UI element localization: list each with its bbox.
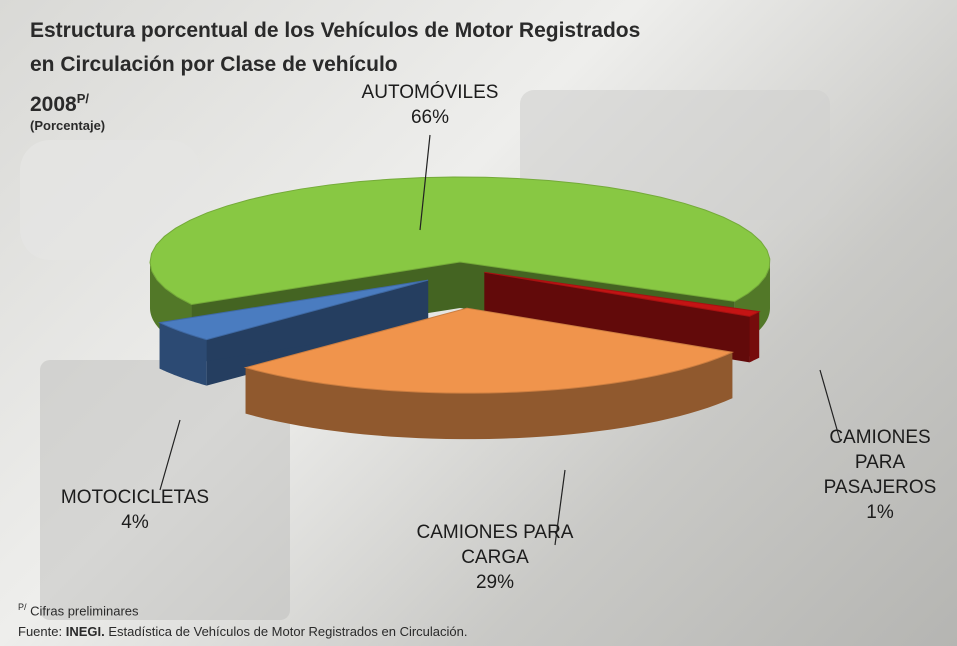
source-text: Estadística de Vehículos de Motor Regist…	[108, 624, 467, 639]
footnote-mark: P/	[18, 602, 27, 612]
footnote-text: Cifras preliminares	[30, 603, 138, 618]
title-year: 2008	[30, 93, 77, 116]
page: Estructura porcentual de los Vehículos d…	[0, 0, 957, 646]
title-line: Estructura porcentual de los Vehículos d…	[30, 14, 640, 48]
value-label: 1%	[815, 500, 945, 525]
value-label: 66%	[330, 105, 530, 130]
footnote: P/ Cifras preliminares	[18, 602, 139, 618]
title-superscript: P/	[77, 91, 89, 106]
source-label: Fuente:	[18, 624, 62, 639]
title-line: en Circulación por Clase de vehículo	[30, 48, 640, 82]
category-label: CAMIONES PARA PASAJEROS	[815, 425, 945, 500]
value-label: 4%	[35, 510, 235, 535]
subtitle: (Porcentaje)	[30, 118, 105, 133]
source-org: INEGI.	[66, 624, 105, 639]
category-label: CAMIONES PARA CARGA	[405, 520, 585, 570]
slice-wall	[750, 312, 760, 363]
source: Fuente: INEGI. Estadística de Vehículos …	[18, 624, 468, 639]
value-label: 29%	[405, 570, 585, 595]
category-label: AUTOMÓVILES	[330, 80, 530, 105]
category-label: MOTOCICLETAS	[35, 485, 235, 510]
